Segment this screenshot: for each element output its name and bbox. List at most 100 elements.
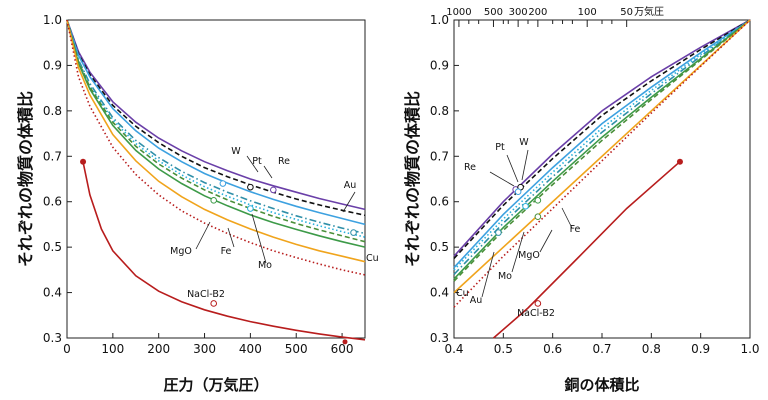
- series-label-cu: Cu: [366, 253, 379, 264]
- series-line-nacl-b1: [453, 19, 751, 308]
- x-axis-title: 銅の体積比: [564, 376, 639, 394]
- top-tick-label: 200: [528, 7, 547, 18]
- x-tick-label: 300: [193, 342, 216, 356]
- series-line-cu: [66, 19, 366, 263]
- marker-au: [495, 229, 502, 236]
- x-tick-label: 1.0: [740, 342, 759, 356]
- series-line-re: [453, 19, 751, 257]
- y-tick-label: 0.5: [430, 240, 449, 254]
- series-label-w: W: [231, 146, 241, 157]
- series-label-mgo: MgO: [518, 250, 540, 261]
- right-chart: 0.4 0.5 0.6 0.7 0.8 0.9 1.00.30.40.50.60.70.80…: [403, 5, 760, 394]
- leader-line-w: [521, 149, 529, 181]
- series-label-w: W: [519, 137, 529, 148]
- y-tick-label: 0.7: [430, 149, 449, 163]
- plot-frame: [66, 19, 366, 339]
- x-tick-label: 0.9: [691, 342, 710, 356]
- leader-line-au: [481, 251, 495, 298]
- leader-line-mo: [251, 213, 267, 264]
- series-label-mo: Mo: [498, 271, 512, 282]
- nacl-b2-tail-dot: [342, 339, 348, 345]
- leader-line-pt: [263, 165, 273, 179]
- y-tick-label: 0.3: [430, 331, 449, 345]
- marker-w: [219, 180, 227, 187]
- series-label-re: Re: [464, 162, 476, 173]
- leader-line-mgo: [195, 221, 211, 250]
- marker-mo: [522, 202, 529, 210]
- series-label-mo: Mo: [258, 260, 272, 271]
- leader-line-fe: [561, 207, 573, 229]
- y-tick-label: 0.4: [430, 286, 449, 300]
- marker-re: [270, 186, 277, 194]
- y-tick-label: 1.0: [430, 13, 449, 27]
- series-label-au: Au: [470, 295, 483, 306]
- y-tick-label: 0.8: [430, 104, 449, 118]
- series-label-fe: Fe: [570, 224, 581, 235]
- x-tick-label: 600: [331, 342, 354, 356]
- y-tick-label: 1.0: [43, 13, 62, 27]
- y-tick-label: 0.9: [43, 58, 62, 72]
- y-tick-label: 0.9: [430, 58, 449, 72]
- series-line-mgo: [66, 19, 366, 243]
- x-tick-label: 0.8: [642, 342, 661, 356]
- series-label-pt: Pt: [252, 156, 262, 167]
- marker-pt: [247, 183, 254, 191]
- series-label-re: Re: [278, 156, 290, 167]
- y-tick-label: 0.3: [43, 331, 62, 345]
- top-tick-label: 50: [620, 7, 633, 18]
- left-chart: 0 100 200 300 400 500 600 0.3 0.4 0.5 0.6 0.7 0.8 0.9…: [16, 13, 379, 394]
- top-tick-label: 100: [578, 7, 597, 18]
- x-tick-label: 200: [147, 342, 170, 356]
- leader-line-mgo: [539, 229, 553, 253]
- y-tick-label: 0.6: [430, 195, 449, 209]
- x-tick-label: 400: [239, 342, 262, 356]
- series-line-mo: [453, 19, 751, 271]
- series-label-cu: Cu: [456, 288, 469, 299]
- marker-w: [514, 188, 522, 196]
- x-tick-label: 0.5: [494, 342, 513, 356]
- series-line-au: [66, 19, 366, 235]
- marker-mgo: [534, 213, 542, 221]
- y-tick-label: 0.4: [43, 286, 62, 300]
- x-tick-label: 0.6: [543, 342, 562, 356]
- leader-line-w: [246, 155, 259, 173]
- y-tick-label: 0.7: [43, 149, 62, 163]
- series-line-au: [453, 19, 751, 275]
- y-tick-label: 0.8: [43, 104, 62, 118]
- leader-line-mo: [511, 231, 525, 273]
- marker-nacl-b2: [210, 300, 218, 307]
- y-tick-label: 0.6: [43, 195, 62, 209]
- series-line-pt: [66, 19, 366, 217]
- series-label-nacl-b2: NaCl-B2: [187, 289, 225, 300]
- marker-au: [350, 229, 357, 236]
- series-line-nacl-b1: [66, 19, 366, 276]
- series-line-w: [453, 19, 751, 269]
- series-line-pt: [453, 19, 751, 260]
- x-tick-label: 500: [285, 342, 308, 356]
- leader-line-au: [342, 191, 356, 213]
- top-axis-unit: 万気圧: [634, 5, 664, 18]
- x-tick-label: 100: [101, 342, 124, 356]
- x-axis-title: 圧力（万気圧）: [163, 376, 268, 394]
- x-tick-label: 0: [63, 342, 71, 356]
- marker-fe: [210, 197, 218, 204]
- series-line-re: [66, 19, 366, 211]
- series-line-nacl-b2: [82, 161, 366, 341]
- series-line-mgo: [453, 19, 751, 282]
- marker-nacl-b2: [534, 300, 542, 307]
- top-tick-label: 500: [484, 7, 503, 18]
- nacl-b2-end-dot: [80, 158, 87, 165]
- top-tick-label: 300: [509, 7, 528, 18]
- x-tick-label: 0.4: [444, 342, 463, 356]
- y-axis-title: それぞれの物質の体積比: [403, 91, 422, 267]
- series-line-fe: [453, 19, 751, 280]
- series-line-mo: [66, 19, 366, 238]
- leader-line-fe: [227, 227, 235, 248]
- marker-mo: [247, 205, 254, 212]
- series-line-w: [66, 19, 366, 226]
- series-label-au: Au: [344, 180, 357, 191]
- series-label-pt: Pt: [495, 142, 505, 153]
- top-tick-label: 1000: [446, 7, 471, 18]
- y-axis-title: それぞれの物質の体積比: [16, 91, 35, 267]
